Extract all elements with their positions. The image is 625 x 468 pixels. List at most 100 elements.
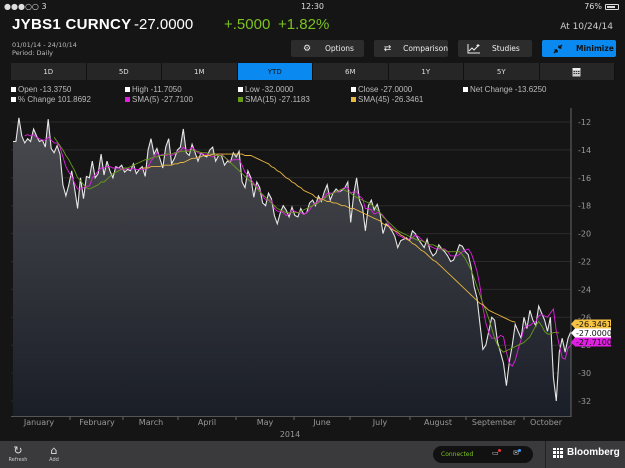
- brand-label: Bloomberg: [567, 447, 620, 458]
- y-tick-label: -16: [578, 174, 591, 183]
- battery-percent: 76%: [584, 2, 602, 11]
- legend-text: Low -32.0000: [245, 85, 294, 94]
- close-area-fill: [13, 117, 571, 417]
- x-tick-label: August: [424, 418, 452, 427]
- security-header: JYBS1 CURNCY -27.0000 +.5000 +1.82% At 1…: [12, 14, 615, 36]
- legend-swatch: [351, 87, 356, 92]
- y-tick-label: -20: [578, 230, 591, 239]
- tab-calendar[interactable]: [540, 63, 615, 80]
- period: Period: Daily: [12, 49, 53, 57]
- net-change: +.5000: [224, 16, 271, 33]
- legend-text: SMA(5) -27.7100: [132, 95, 193, 104]
- legend-swatch: [463, 87, 468, 92]
- legend-low: Low -32.0000: [238, 85, 293, 94]
- series-close: [13, 117, 572, 402]
- time-range-tabs: 1D 5D 1M YTD 6M 1Y 5Y: [11, 63, 615, 80]
- legend-swatch: [351, 97, 356, 102]
- clock: 12:30: [300, 2, 325, 11]
- legend-swatch: [125, 97, 130, 102]
- bottom-bar: ↻ Refresh ⌂ Add Connected ▭ ✉ Bloomberg: [0, 441, 625, 468]
- battery-icon: [605, 3, 619, 10]
- add-home-icon: ⌂: [50, 444, 58, 457]
- legend-text: Net Change -13.6250: [470, 85, 547, 94]
- date-range-info: 01/01/14 - 24/10/14 Period: Daily: [12, 41, 77, 57]
- tab-5d[interactable]: 5D: [87, 63, 162, 80]
- y-tick-label: -14: [578, 146, 591, 155]
- chart-toolbar: ⚙ Options ⇄ Comparison Studies Minimize: [291, 40, 616, 57]
- legend-sma45: SMA(45) -26.3461: [351, 95, 423, 104]
- y-tick-label: -24: [578, 285, 591, 294]
- comparison-label: Comparison: [403, 44, 448, 53]
- series-sma45: [142, 153, 516, 323]
- battery-status: 76%: [584, 2, 619, 11]
- y-tick-label: -30: [578, 369, 591, 378]
- status-bar: ●●●○○ 3 12:30 76%: [0, 0, 625, 14]
- y-tick-label: -18: [578, 202, 591, 211]
- legend-text: Open -13.3750: [18, 85, 72, 94]
- x-tick-label: October: [530, 418, 563, 427]
- legend-text: Close -27.0000: [358, 85, 413, 94]
- legend-open: Open -13.3750: [11, 85, 71, 94]
- mail-icon[interactable]: ✉: [513, 449, 521, 457]
- x-tick-label: September: [472, 418, 517, 427]
- bloomberg-logo: Bloomberg: [553, 447, 620, 458]
- footer-divider: [545, 441, 546, 468]
- x-tick-label: January: [23, 418, 55, 427]
- legend-swatch: [238, 97, 243, 102]
- x-axis-ticks: January February March April May June July Augu…: [23, 417, 563, 427]
- x-tick-label: March: [139, 418, 163, 427]
- price-tags: -26.3461-27.0000-27.7100: [571, 319, 612, 347]
- series-sma15: [53, 137, 560, 353]
- legend-pct-change: % Change 101.8692: [11, 95, 91, 104]
- percent-change: +1.82%: [278, 16, 330, 33]
- legend-net-change: Net Change -13.6250: [463, 85, 547, 94]
- minimize-label: Minimize: [576, 44, 614, 53]
- y-tick-label: -12: [578, 118, 591, 127]
- as-of-date: At 10/24/14: [560, 22, 613, 32]
- tab-1y[interactable]: 1Y: [389, 63, 464, 80]
- studies-button[interactable]: Studies: [458, 40, 532, 57]
- add-button[interactable]: ⌂ Add: [39, 444, 69, 463]
- y-tick-label: -22: [578, 258, 591, 267]
- refresh-button[interactable]: ↻ Refresh: [3, 444, 33, 463]
- ticker-symbol: JYBS1 CURNCY: [12, 16, 132, 33]
- price-tag-label: -27.0000: [576, 329, 612, 338]
- x-tick-label: May: [257, 418, 274, 427]
- last-price: -27.0000: [134, 16, 194, 33]
- price-chart[interactable]: -12-14-16-18-20-22-24-26-28-30-32 Januar…: [0, 100, 625, 441]
- comparison-button[interactable]: ⇄ Comparison: [374, 40, 448, 57]
- minimize-button[interactable]: Minimize: [542, 40, 616, 57]
- tab-5y[interactable]: 5Y: [464, 63, 540, 80]
- legend-swatch: [11, 97, 16, 102]
- refresh-icon: ↻: [13, 444, 23, 457]
- calendar-icon: [572, 67, 581, 76]
- studies-label: Studies: [492, 44, 520, 53]
- gear-icon: ⚙: [302, 43, 312, 54]
- tab-1d[interactable]: 1D: [11, 63, 87, 80]
- x-tick-label: April: [198, 418, 216, 427]
- carrier-signal: ●●●○○ 3: [4, 2, 47, 11]
- refresh-label: Refresh: [8, 457, 28, 463]
- price-tag-label: -26.3461: [576, 320, 612, 329]
- x-tick-label: June: [312, 418, 331, 427]
- studies-chart-icon: [466, 43, 482, 54]
- legend-sma15: SMA(15) -27.1183: [238, 95, 310, 104]
- chat-icon[interactable]: ▭: [492, 449, 501, 457]
- price-tag-label: -27.7100: [576, 338, 612, 347]
- chart-series-lines: [13, 117, 575, 402]
- y-tick-label: -26: [578, 313, 591, 322]
- tab-6m[interactable]: 6M: [313, 63, 389, 80]
- options-button[interactable]: ⚙ Options: [291, 40, 364, 57]
- connection-status[interactable]: Connected ▭ ✉: [433, 446, 533, 463]
- legend-text: SMA(15) -27.1183: [245, 95, 310, 104]
- bloomberg-grid-icon: [553, 447, 563, 458]
- legend-text: High -11.7050: [132, 85, 182, 94]
- y-tick-label: -32: [578, 397, 591, 406]
- legend-sma5: SMA(5) -27.7100: [125, 95, 193, 104]
- date-range: 01/01/14 - 24/10/14: [12, 41, 77, 49]
- connection-label: Connected: [441, 451, 474, 458]
- options-label: Options: [325, 44, 354, 53]
- tab-1m[interactable]: 1M: [162, 63, 238, 80]
- y-axis-ticks: -12-14-16-18-20-22-24-26-28-30-32: [578, 118, 591, 406]
- tab-ytd[interactable]: YTD: [237, 63, 313, 80]
